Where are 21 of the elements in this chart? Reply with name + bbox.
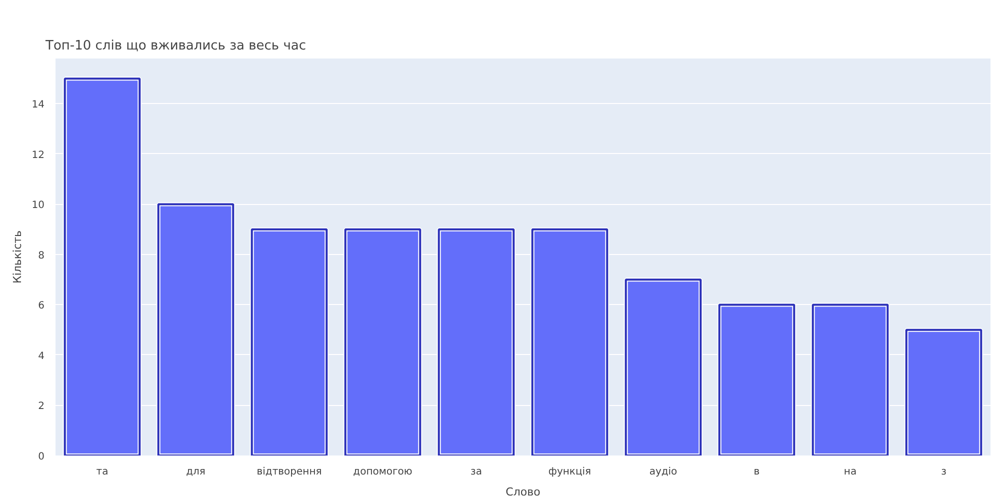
x-tick-label: та: [96, 466, 108, 478]
chart-title: Топ-10 слів що вживались за весь час: [44, 38, 306, 54]
x-tick-label: функція: [548, 466, 592, 478]
y-tick-label: 2: [38, 401, 45, 412]
y-axis-title: Кількість: [10, 230, 24, 284]
x-tick-label: з: [941, 466, 946, 478]
y-tick-label: 6: [38, 300, 45, 312]
y-tick-label: 14: [32, 100, 45, 111]
y-tick-label: 0: [38, 452, 45, 462]
x-tick-label: аудіо: [649, 466, 678, 478]
x-tick-label: за: [470, 466, 482, 478]
x-tick-label: в: [754, 466, 760, 478]
y-tick-label: 4: [38, 350, 45, 362]
x-tick-label: на: [844, 466, 857, 478]
x-tick-label: відтворення: [256, 466, 322, 478]
y-tick-label: 12: [32, 150, 45, 161]
y-tick-label: 10: [32, 200, 45, 212]
x-axis-title: Слово: [506, 486, 541, 498]
x-tick-label: для: [186, 466, 206, 478]
y-tick-label: 8: [38, 250, 45, 262]
x-tick-label: допомогою: [353, 466, 412, 478]
